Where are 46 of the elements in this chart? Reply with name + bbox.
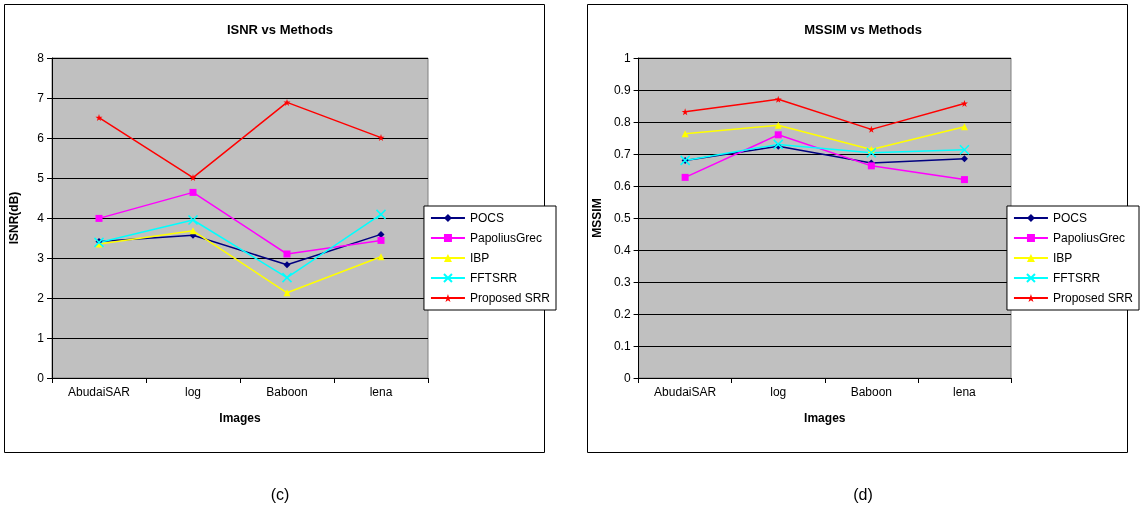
x-tick-label: lena: [953, 385, 977, 399]
legend-label: PapoliusGrec: [1052, 231, 1126, 245]
y-tick-label: 0.5: [613, 211, 631, 225]
y-axis-title: MSSIM: [590, 198, 604, 238]
legend-label: POCS: [1052, 211, 1087, 225]
legend-label: IBP: [469, 251, 490, 265]
y-tick-label: 0.9: [613, 83, 631, 97]
y-tick-label: 7: [37, 91, 45, 105]
y-tick-label: 0.1: [613, 339, 631, 353]
legend-label: PapoliusGrec: [469, 231, 543, 245]
y-tick-label: 3: [37, 251, 45, 265]
x-tick-label: AbudaiSAR: [67, 385, 131, 399]
x-tick-label: log: [184, 385, 202, 399]
y-axis-title: ISNR(dB): [7, 191, 21, 245]
y-tick-label: 8: [37, 51, 45, 65]
x-tick-label: Baboon: [850, 385, 893, 399]
text: (c): [270, 485, 290, 503]
x-tick-label: lena: [369, 385, 393, 399]
y-tick-label: 0.2: [613, 307, 631, 321]
x-tick-label: AbudaiSAR: [654, 385, 717, 399]
y-tick-label: 1: [623, 51, 631, 65]
chart-title: MSSIM vs Methods: [804, 22, 922, 37]
y-tick-label: 1: [37, 331, 45, 345]
y-tick-label: 0.7: [613, 147, 631, 161]
legend-label: IBP: [1052, 251, 1073, 265]
y-tick-label: 0.3: [613, 275, 631, 289]
legend-label: FFTSRR: [1052, 271, 1101, 285]
legend-label: Proposed SRR: [469, 291, 551, 305]
y-tick-label: 0.6: [613, 179, 631, 193]
chart-title: ISNR vs Methods: [226, 22, 334, 37]
x-tick-label: log: [770, 385, 787, 399]
y-tick-label: 0: [37, 371, 45, 385]
y-tick-label: 4: [37, 211, 45, 225]
y-tick-label: 5: [37, 171, 45, 185]
text: (d): [853, 485, 873, 503]
x-tick-label: Baboon: [266, 385, 308, 399]
y-tick-label: 2: [37, 291, 45, 305]
y-tick-label: 6: [37, 131, 45, 145]
legend-label: Proposed SRR: [1052, 291, 1134, 305]
legend-label: POCS: [469, 211, 504, 225]
y-tick-label: 0: [623, 371, 631, 385]
legend-label: FFTSRR: [469, 271, 518, 285]
x-axis-title: Images: [804, 411, 846, 425]
y-tick-label: 0.4: [613, 243, 631, 257]
x-axis-title: Images: [219, 411, 261, 425]
y-tick-label: 0.8: [613, 115, 631, 129]
